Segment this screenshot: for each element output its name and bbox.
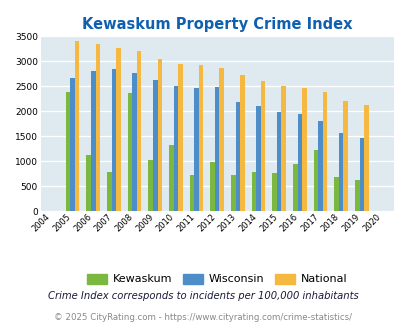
Bar: [157, 59, 162, 211]
Bar: [230, 176, 235, 211]
Text: © 2025 CityRating.com - https://www.cityrating.com/crime-statistics/: © 2025 CityRating.com - https://www.city…: [54, 313, 351, 322]
Bar: [107, 173, 111, 211]
Bar: [260, 81, 265, 211]
Bar: [318, 121, 322, 211]
Bar: [91, 71, 95, 211]
Bar: [235, 102, 239, 211]
Bar: [292, 164, 297, 211]
Bar: [301, 88, 306, 211]
Text: Crime Index corresponds to incidents per 100,000 inhabitants: Crime Index corresponds to incidents per…: [47, 291, 358, 301]
Bar: [313, 150, 318, 211]
Bar: [297, 114, 301, 211]
Bar: [359, 138, 363, 211]
Title: Kewaskum Property Crime Index: Kewaskum Property Crime Index: [82, 17, 352, 32]
Bar: [239, 75, 244, 211]
Bar: [343, 101, 347, 211]
Bar: [128, 93, 132, 211]
Bar: [333, 177, 338, 211]
Bar: [210, 162, 214, 211]
Bar: [338, 133, 343, 211]
Bar: [178, 64, 182, 211]
Bar: [256, 106, 260, 211]
Bar: [219, 68, 224, 211]
Bar: [116, 48, 120, 211]
Bar: [86, 155, 91, 211]
Bar: [153, 80, 157, 211]
Legend: Kewaskum, Wisconsin, National: Kewaskum, Wisconsin, National: [82, 269, 351, 289]
Bar: [75, 41, 79, 211]
Bar: [189, 175, 194, 211]
Bar: [111, 69, 116, 211]
Bar: [95, 44, 100, 211]
Bar: [168, 145, 173, 211]
Bar: [148, 160, 153, 211]
Bar: [132, 73, 136, 211]
Bar: [272, 173, 276, 211]
Bar: [136, 51, 141, 211]
Bar: [66, 92, 70, 211]
Bar: [173, 86, 178, 211]
Bar: [281, 86, 285, 211]
Bar: [251, 172, 256, 211]
Bar: [194, 88, 198, 211]
Bar: [363, 105, 368, 211]
Bar: [354, 180, 359, 211]
Bar: [198, 65, 203, 211]
Bar: [214, 87, 219, 211]
Bar: [322, 92, 326, 211]
Bar: [70, 78, 75, 211]
Bar: [276, 112, 281, 211]
